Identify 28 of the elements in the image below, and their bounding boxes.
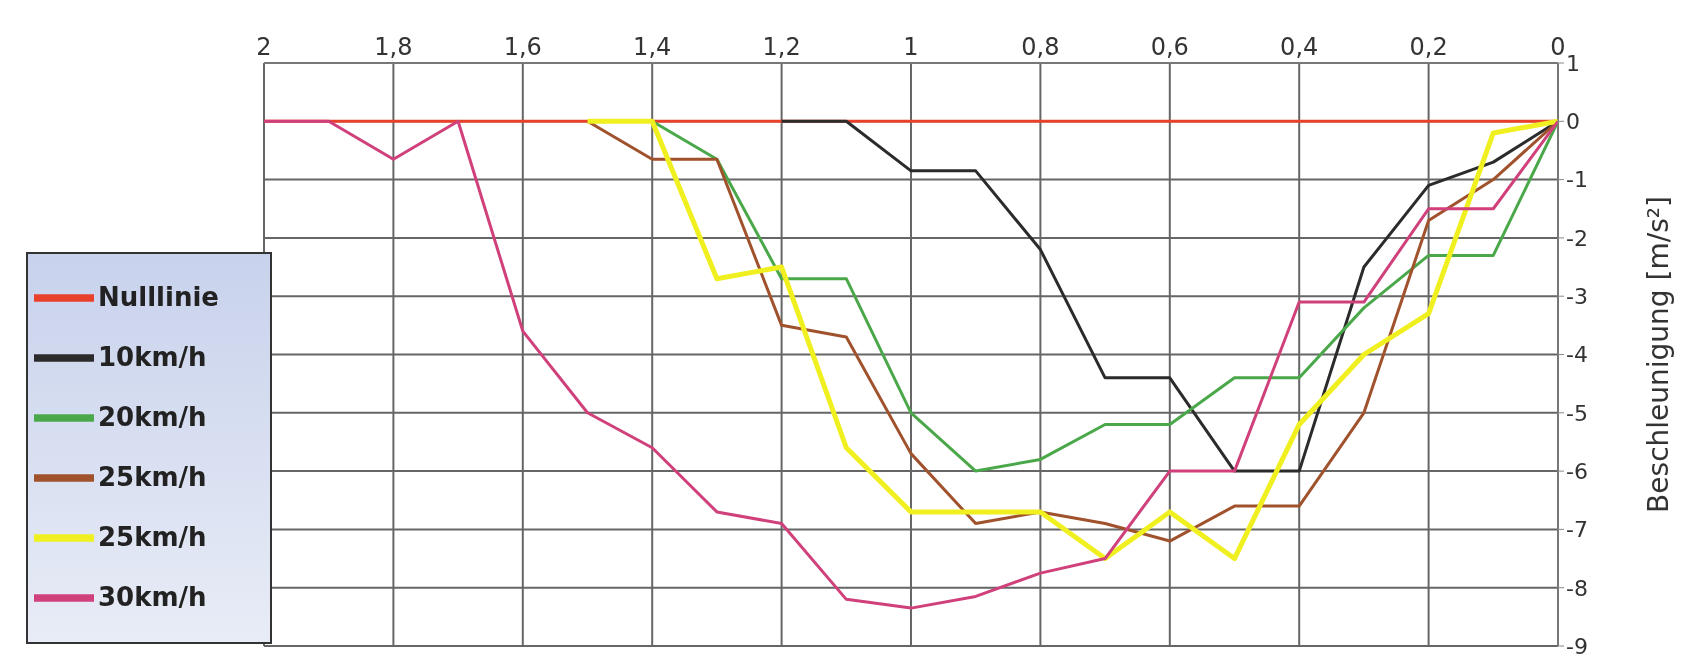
legend-label: 25km/h <box>98 521 207 552</box>
y-tick-label: -5 <box>1566 400 1588 426</box>
x-tick-label: 0,4 <box>1280 33 1319 61</box>
y-tick-label: -2 <box>1566 225 1588 251</box>
y-tick-label: -7 <box>1566 517 1588 543</box>
y-tick-label: -9 <box>1566 633 1588 658</box>
legend-label: 25km/h <box>98 461 207 492</box>
y-tick-label: -8 <box>1566 575 1588 601</box>
legend-label: 30km/h <box>98 581 207 612</box>
x-tick-label: 1,4 <box>633 33 672 61</box>
y-tick-label: -3 <box>1566 284 1588 310</box>
y-tick-label: 0 <box>1566 109 1580 135</box>
legend-label: 20km/h <box>98 401 207 432</box>
x-tick-label: 1,8 <box>374 33 413 61</box>
legend-label: Nulllinie <box>98 281 219 312</box>
x-tick-label: 1,2 <box>762 33 801 61</box>
y-tick-label: -1 <box>1566 167 1588 193</box>
x-tick-label: 0,2 <box>1409 33 1448 61</box>
y-axis-title: Beschleunigung [m/s²] <box>1641 196 1675 513</box>
x-tick-label: 1 <box>903 33 919 61</box>
x-tick-label: 0,6 <box>1150 33 1189 61</box>
x-tick-label: 1,6 <box>503 33 542 61</box>
line-series <box>264 119 1558 610</box>
y-tick-label: -4 <box>1566 342 1588 368</box>
x-tick-label: 0,8 <box>1021 33 1060 61</box>
y-tick-label: -6 <box>1566 458 1588 484</box>
x-tick-label: 2 <box>256 33 272 61</box>
legend-label: 10km/h <box>98 341 207 372</box>
